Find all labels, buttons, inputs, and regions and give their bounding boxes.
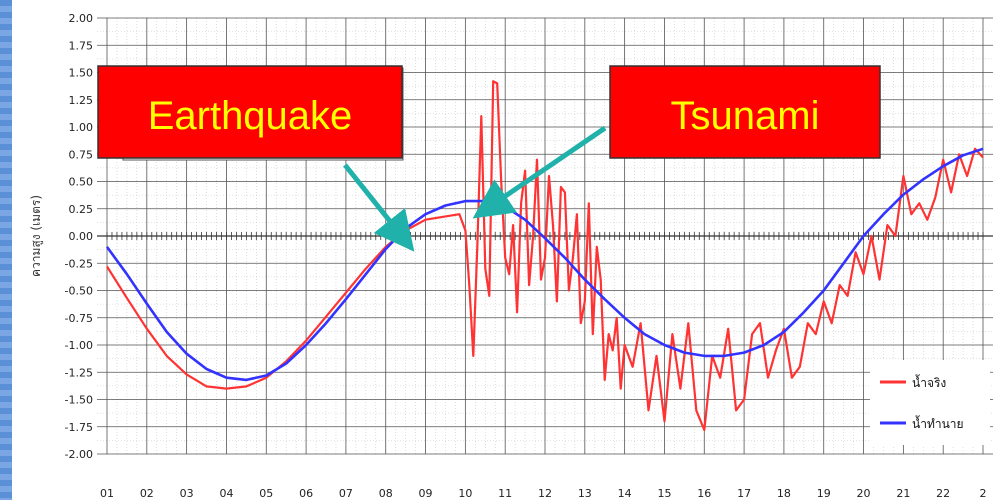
earthquake-callout-box [97,65,403,159]
tsunami-arrow [472,125,607,219]
y-tick-label: -1.50 [65,394,93,407]
x-tick-label: 02 [140,487,154,500]
y-tick-label: 0.25 [69,203,94,216]
y-tick-label: -1.00 [65,339,93,352]
x-tick-label: 19 [817,487,831,500]
y-tick-label: 0.75 [69,148,94,161]
y-tick-label: 1.25 [69,94,94,107]
x-tick-label: 15 [657,487,671,500]
y-tick-label: 0.00 [69,230,94,243]
x-tick-label: 22 [936,487,950,500]
x-tick-label: 2 [980,487,987,500]
tsunami-callout: Tsunami [609,65,881,159]
x-tick-label: 05 [259,487,273,500]
y-tick-label: 2.00 [69,12,94,25]
y-tick-label: 1.50 [69,67,94,80]
earthquake-callout: Earthquake [97,65,404,161]
x-tick-label: 14 [618,487,632,500]
x-tick-label: 04 [219,487,233,500]
x-tick-label: 01 [100,487,114,500]
earthquake-label: Earthquake [148,94,353,138]
x-tick-label: 18 [777,487,791,500]
earthquake-arrow [343,163,415,252]
y-tick-label: 0.50 [69,176,94,189]
x-tick-label: 12 [538,487,552,500]
x-tick-label: 13 [578,487,592,500]
y-axis-label: ความสูง (เมตร) [29,195,44,277]
y-tick-label: -2.00 [65,448,93,461]
x-tick-label: 07 [339,487,353,500]
x-tick-label: 20 [857,487,871,500]
x-tick-label: 11 [498,487,512,500]
actual-water-line [106,80,984,432]
y-tick-label: -0.25 [65,257,93,270]
series-lines [105,80,984,432]
x-tick-label: 16 [697,487,711,500]
y-tick-label: -0.50 [65,285,93,298]
legend-label-actual: น้ำจริง [912,374,946,390]
x-tick-label: 06 [299,487,313,500]
tsunami-label: Tsunami [671,94,820,138]
legend-box [870,360,990,445]
x-tick-label: 17 [737,487,751,500]
x-tick-label: 03 [180,487,194,500]
y-tick-labels: 2.00 1.75 1.50 1.25 1.00 0.75 0.50 0.25 0.00 -0.2… [65,12,93,461]
tsunami-callout-box [609,65,881,159]
legend-label-predicted: น้ำทำนาย [912,415,964,431]
x-tick-label: 08 [379,487,393,500]
x-tick-label: 21 [896,487,910,500]
x-tick-labels: 01 02 03 04 05 06 07 08 09 10 11 12 13 14 15 16 17 18 19 20… [100,487,987,500]
legend: น้ำจริง น้ำทำนาย [870,360,990,445]
x-tick-label: 10 [458,487,472,500]
y-tick-label: -1.75 [65,421,93,434]
y-tick-label: 1.00 [69,121,94,134]
y-tick-label: -0.75 [65,312,93,325]
y-tick-label: -1.25 [65,366,93,379]
predicted-water-line [105,147,984,382]
y-tick-label: 1.75 [69,39,94,52]
left-decorative-strip [0,0,12,500]
x-tick-label: 09 [419,487,433,500]
